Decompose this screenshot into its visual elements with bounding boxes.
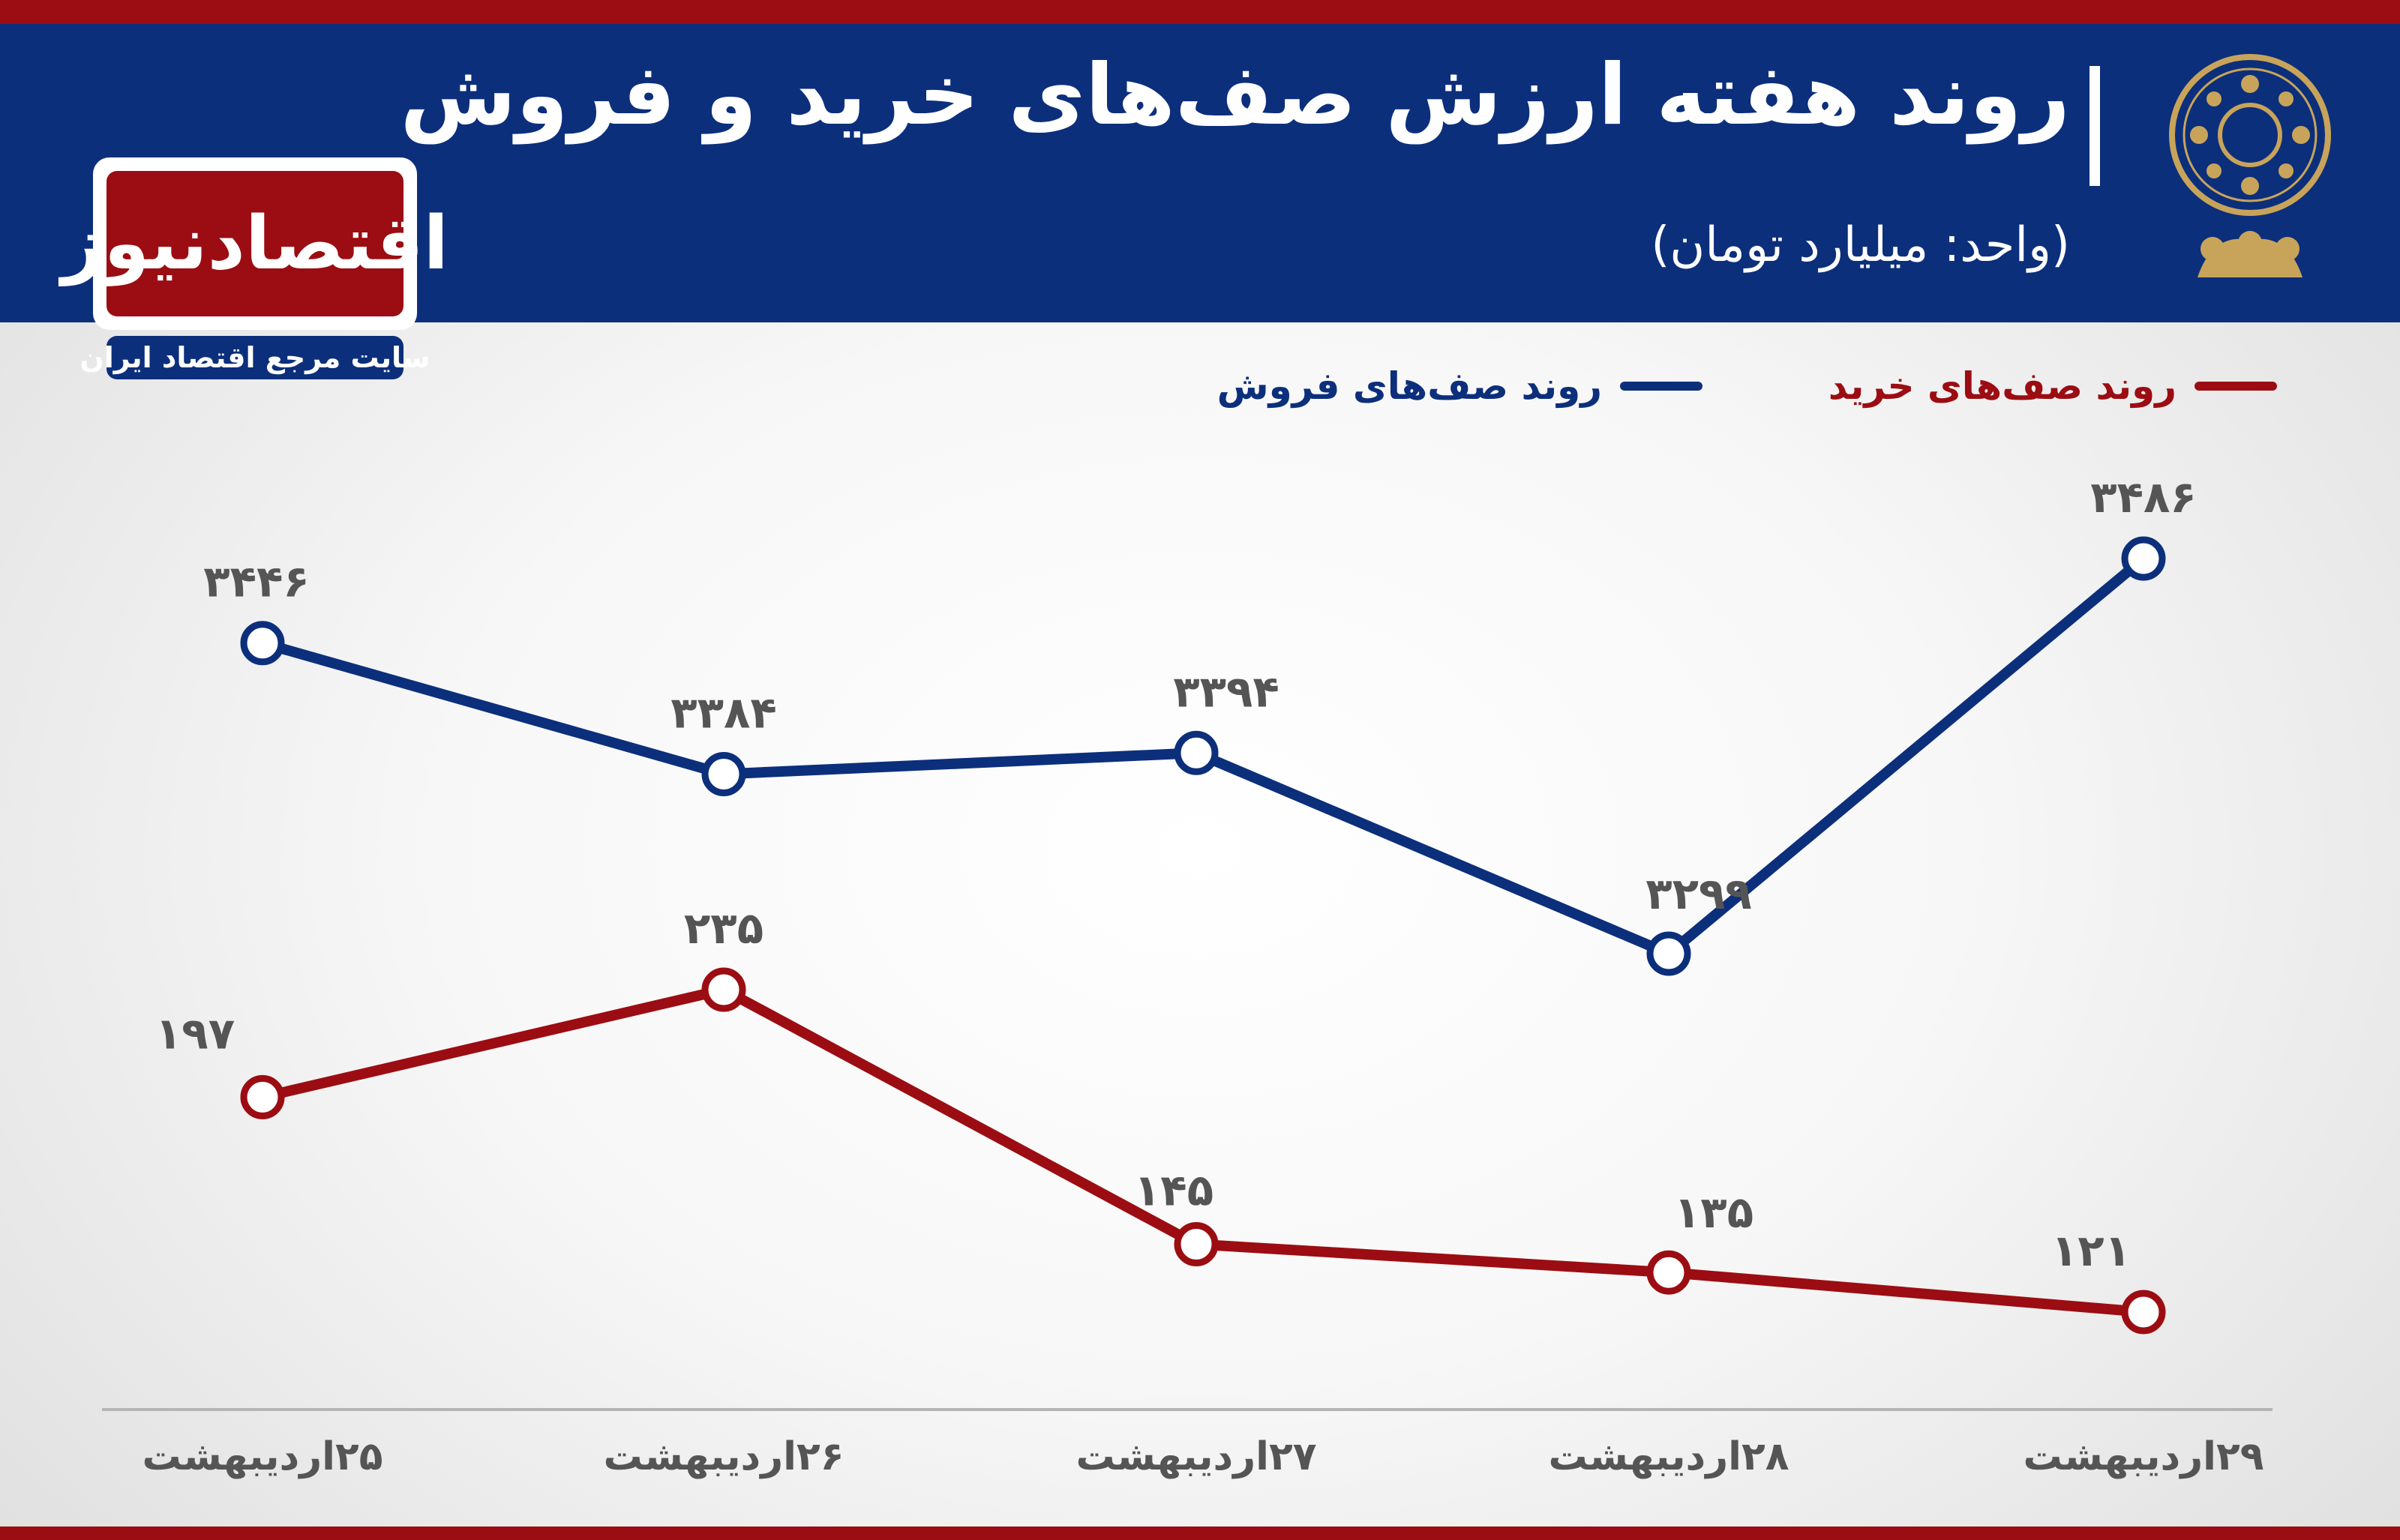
site-logo: اقتصادنیوز xyxy=(62,171,448,316)
data-point xyxy=(701,751,746,796)
data-point xyxy=(240,1074,285,1119)
data-point xyxy=(2121,1290,2166,1335)
legend-sell-swatch xyxy=(1620,382,1702,391)
chart-title: روند هفته ارزش صف‌های خرید و فروش xyxy=(400,46,2071,144)
legend-buy-label: روند صف‌های خرید xyxy=(1828,364,2176,408)
x-tick-label: ۲۵اردیبهشت xyxy=(142,1434,383,1479)
data-label: ۲۳۵ xyxy=(684,903,764,954)
legend-sell-label: روند صف‌های فروش xyxy=(1216,364,1602,408)
top-accent-strip xyxy=(0,0,2400,24)
data-label: ۱۴۵ xyxy=(1134,1164,1214,1215)
data-point xyxy=(2121,536,2166,581)
legend-buy-swatch xyxy=(2194,382,2277,391)
data-label: ۳۳۹۴ xyxy=(1173,666,1280,717)
data-label: ۳۳۸۴ xyxy=(670,687,777,738)
data-point xyxy=(240,621,285,666)
data-label: ۳۲۹۹ xyxy=(1646,868,1752,919)
data-label: ۱۳۵ xyxy=(1674,1187,1754,1238)
data-point xyxy=(701,967,746,1012)
x-tick-label: ۲۹اردیبهشت xyxy=(2024,1434,2264,1479)
bottom-accent-strip xyxy=(0,1527,2400,1540)
x-tick-label: ۲۷اردیبهشت xyxy=(1076,1434,1317,1479)
data-label: ۱۹۷ xyxy=(155,1008,235,1059)
stock-exchange-emblem-icon xyxy=(2169,54,2331,277)
data-label: ۳۴۸۶ xyxy=(2090,472,2197,523)
x-tick-label: ۲۸اردیبهشت xyxy=(1549,1434,1790,1479)
data-label: ۱۲۱ xyxy=(2051,1225,2131,1276)
title-divider xyxy=(2090,66,2100,186)
data-point xyxy=(1174,1221,1219,1266)
site-tagline: سایت مرجع اقتصاد ایران xyxy=(80,336,430,379)
x-tick-label: ۲۶اردیبهشت xyxy=(604,1434,844,1479)
data-label: ۳۴۴۶ xyxy=(203,556,310,607)
legend-sell: روند صف‌های فروش xyxy=(1217,364,1702,408)
chart-subtitle: (واحد: میلیارد تومان) xyxy=(1651,217,2070,273)
data-point xyxy=(1646,1250,1691,1295)
legend-buy: روند صف‌های خرید xyxy=(1828,364,2277,408)
data-point xyxy=(1174,730,1219,775)
data-point xyxy=(1646,931,1691,976)
